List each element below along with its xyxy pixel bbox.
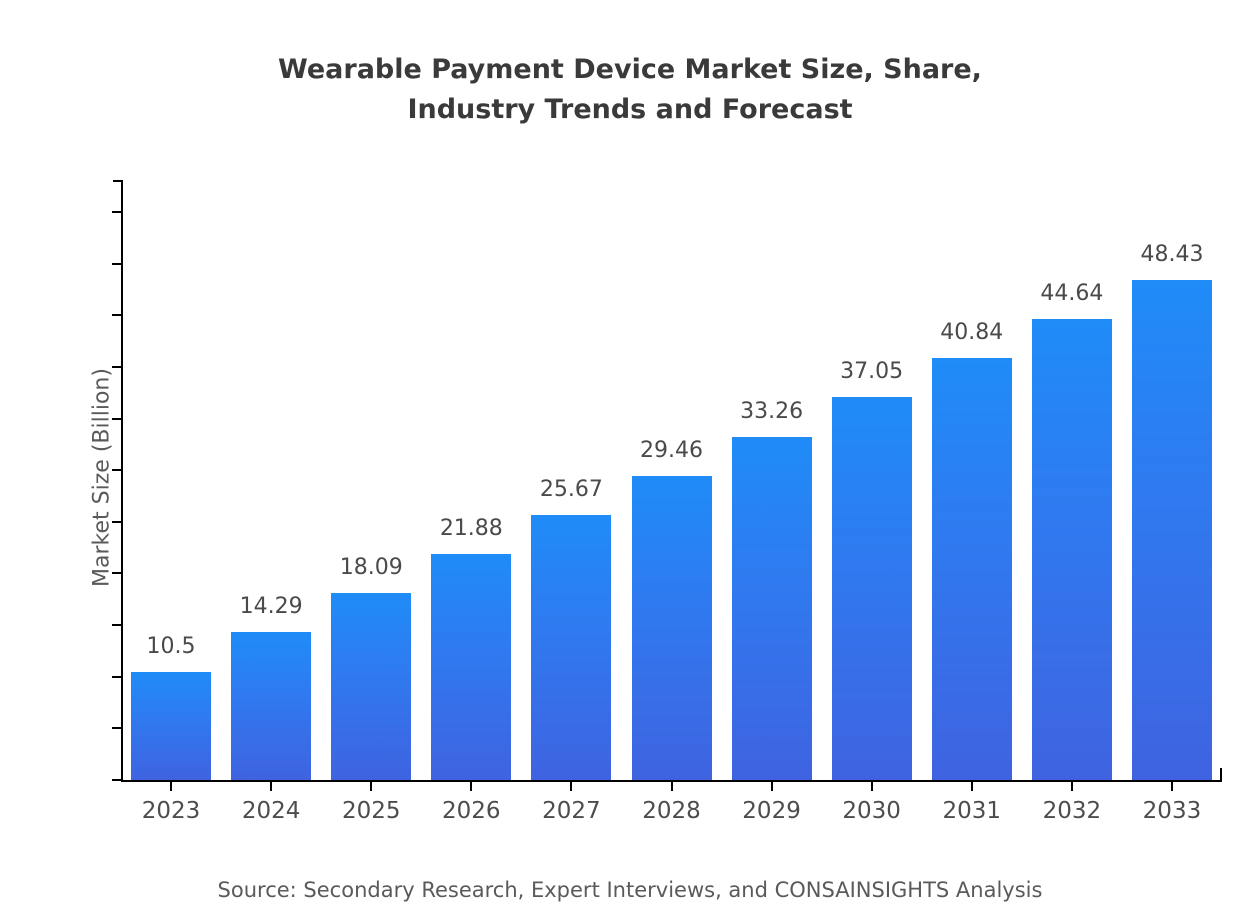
bar[interactable] bbox=[131, 671, 212, 780]
chart-title-line-2: Industry Trends and Forecast bbox=[407, 94, 853, 125]
x-axis-end-cap bbox=[1220, 768, 1222, 782]
chart-title-line-1: Wearable Payment Device Market Size, Sha… bbox=[278, 54, 982, 85]
x-axis-tick bbox=[1170, 782, 1173, 791]
bar-value-label: 33.26 bbox=[740, 398, 804, 424]
bar-value-label: 10.5 bbox=[146, 633, 196, 659]
bar[interactable] bbox=[1131, 279, 1212, 780]
x-axis-tick-label: 2025 bbox=[341, 798, 401, 824]
x-axis-tick-label: 2030 bbox=[842, 798, 901, 824]
bar-value-label: 29.46 bbox=[640, 437, 703, 463]
y-axis-spine bbox=[121, 180, 123, 780]
bar-value-label: 48.43 bbox=[1140, 241, 1204, 267]
y-axis-tick bbox=[112, 365, 121, 368]
bar[interactable] bbox=[731, 436, 812, 780]
bar-value-label: 14.29 bbox=[239, 594, 303, 620]
x-axis-tick-label: 2024 bbox=[241, 798, 301, 824]
x-axis-tick bbox=[670, 782, 673, 791]
x-axis-tick-label: 2023 bbox=[141, 798, 201, 824]
y-axis-tick bbox=[112, 779, 121, 781]
x-axis-tick-label: 2033 bbox=[1142, 798, 1202, 824]
bar[interactable] bbox=[1031, 319, 1112, 780]
y-axis-tick bbox=[112, 469, 121, 472]
x-axis-tick bbox=[370, 782, 373, 791]
x-axis-tick bbox=[170, 782, 173, 791]
bar-value-label: 18.09 bbox=[339, 555, 403, 581]
bar-value-label: 37.05 bbox=[840, 359, 904, 385]
bar[interactable] bbox=[931, 358, 1012, 780]
x-axis-tick bbox=[970, 782, 973, 791]
y-axis-tick bbox=[112, 211, 121, 213]
source-note: Source: Secondary Research, Expert Inter… bbox=[217, 878, 1043, 902]
bar-value-label: 25.67 bbox=[539, 476, 603, 502]
y-axis-tick bbox=[112, 675, 121, 678]
x-axis-tick-label: 2027 bbox=[542, 798, 601, 824]
x-axis-tick bbox=[770, 782, 773, 791]
x-axis-tick bbox=[1070, 782, 1073, 791]
bar[interactable] bbox=[531, 514, 612, 780]
x-axis-tick bbox=[470, 782, 473, 791]
bar-value-label: 40.84 bbox=[940, 320, 1004, 346]
x-axis-tick bbox=[870, 782, 873, 791]
bar[interactable] bbox=[231, 632, 312, 780]
bar[interactable] bbox=[831, 397, 912, 780]
x-axis-tick-label: 2031 bbox=[942, 798, 1002, 824]
bar[interactable] bbox=[631, 475, 712, 780]
x-axis-tick-label: 2029 bbox=[742, 798, 801, 824]
x-axis-tick-label: 2028 bbox=[642, 798, 701, 824]
chart-title: Wearable Payment Device Market Size, Sha… bbox=[0, 50, 1260, 130]
y-axis-tick bbox=[112, 572, 121, 575]
bar-value-label: 21.88 bbox=[439, 516, 503, 542]
y-axis-tick bbox=[112, 262, 121, 265]
y-axis-label: Market Size (Billion) bbox=[89, 368, 115, 587]
y-axis-tick bbox=[112, 624, 121, 627]
y-axis-tick bbox=[112, 417, 121, 420]
x-axis-tick bbox=[570, 782, 573, 791]
bar[interactable] bbox=[331, 593, 412, 780]
plot-area: 0510152025303540455055 20232024202520262… bbox=[112, 180, 1222, 824]
x-axis-tick-label: 2026 bbox=[442, 798, 501, 824]
y-axis-tick bbox=[112, 520, 121, 523]
x-axis-spine bbox=[121, 780, 1222, 782]
bar[interactable] bbox=[431, 554, 512, 780]
y-axis-tick bbox=[112, 727, 121, 730]
x-axis-tick bbox=[270, 782, 273, 791]
x-axis-tick-label: 2032 bbox=[1042, 798, 1102, 824]
y-axis-top-cap bbox=[113, 180, 123, 182]
y-axis-tick bbox=[112, 314, 121, 317]
bar-value-label: 44.64 bbox=[1040, 281, 1104, 306]
